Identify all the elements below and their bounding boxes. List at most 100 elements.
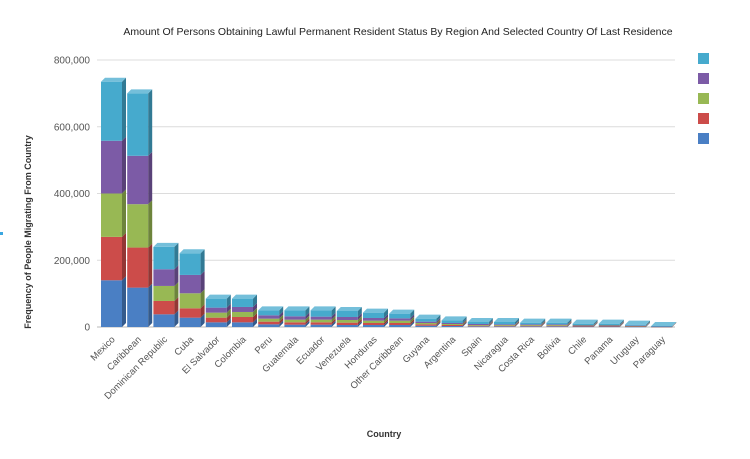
bar-segment [494,325,515,327]
edge-marker [0,232,3,235]
bar-stack [363,308,388,327]
legend-swatch [698,113,709,124]
bar-segment-side [567,318,572,325]
bar-segment-side [357,315,362,323]
bar-segment-side [672,322,677,327]
bar-segment-side [619,322,624,327]
bar-top [101,77,126,82]
bar-segment-side [515,317,519,325]
bar-stack [389,309,415,327]
bar-segment-side [305,306,310,317]
bar-segment-side [436,318,441,325]
bar-segment-side [488,320,493,326]
bar-segment-side [305,312,310,320]
bar-segment-side [226,303,231,313]
bar-segment [127,155,149,205]
bar-top [179,249,205,254]
bar-segment [546,322,568,325]
bar-segment-side [305,320,310,327]
y-tick-label: 600,000 [54,122,91,133]
bar-stack [651,321,677,328]
bar-segment-side [122,232,126,281]
bar-segment-side [672,322,677,327]
bar-segment-side [593,319,598,325]
bar-segment-side [541,320,546,325]
bar-segment-side [253,307,257,317]
bar-top [205,294,231,299]
bar-segment-side [646,322,650,327]
bar-segment-side [646,321,650,326]
bar-segment-side [226,313,231,323]
bar-top [520,318,546,323]
bar-segment-side [619,319,624,325]
bar-segment-side [357,306,362,317]
bar-segment-side [488,321,493,327]
bar-stack [336,306,362,327]
bar-top [546,318,572,323]
bar-segment-side [436,320,441,326]
bar-segment-side [462,321,467,327]
bar-segment-side [331,306,336,317]
bar-segment-side [593,320,598,326]
bar-segment [494,326,515,327]
bar-stack [153,242,179,327]
bar-segment [284,322,306,325]
bar-segment [625,324,646,326]
bar-segment [520,322,542,325]
bar-segment-side [462,319,467,325]
bar-segment-side [226,294,231,308]
bar-segment-side [436,321,441,327]
bar-segment [101,140,122,194]
bar-segment [415,321,437,323]
bar-segment-side [331,312,336,320]
bar-segment-side [200,289,205,309]
bar-segment [310,316,332,320]
bar-segment-side [174,310,179,327]
bar-segment [625,326,646,328]
bar-segment [310,322,332,325]
legend-swatch [698,93,709,104]
y-tick-label: 200,000 [54,256,91,267]
bar-top [363,308,388,313]
y-tick-label: 0 [84,323,90,334]
bar-segment-side [384,308,388,318]
bar-segment-side [279,314,284,322]
bar-segment [467,323,489,325]
bar-segment-side [410,309,415,319]
bar-segment-side [672,321,677,327]
bar-stack [441,316,467,327]
bar-segment-side [488,319,493,325]
bar-top [494,317,519,322]
bar-segment [546,325,568,327]
bar-segment-side [619,320,624,326]
bar-segment-side [305,318,310,325]
bar-segment-side [410,314,415,321]
bar-stack [546,318,572,327]
bar-segment [363,317,384,321]
bar-top [310,306,336,311]
bar-segment-side [122,77,126,141]
bar-segment-side [646,320,650,326]
bar-segment-side [200,249,205,275]
bar-segment [598,325,620,327]
bar-top [153,242,179,247]
bar-top [232,294,257,299]
bar-segment [546,326,568,327]
bar-segment-side [567,320,572,326]
bar-stack [101,77,126,327]
bar-segment [467,321,489,324]
bar-segment-side [174,265,179,286]
bar-segment-side [148,243,153,288]
bar-segment [389,324,411,327]
x-tick-label: Chile [566,334,589,357]
bar-segment-side [567,322,572,327]
bar-stack [232,294,257,327]
bar-stack [127,89,153,327]
y-axis-title: Frequency of People Migrating From Count… [23,135,33,329]
bar-segment-side [410,318,415,325]
bar-segment-side [646,322,650,327]
bar-segment-side [357,318,362,325]
bar-segment [598,326,620,328]
bar-segment-side [567,321,572,327]
bar-top [336,306,362,311]
